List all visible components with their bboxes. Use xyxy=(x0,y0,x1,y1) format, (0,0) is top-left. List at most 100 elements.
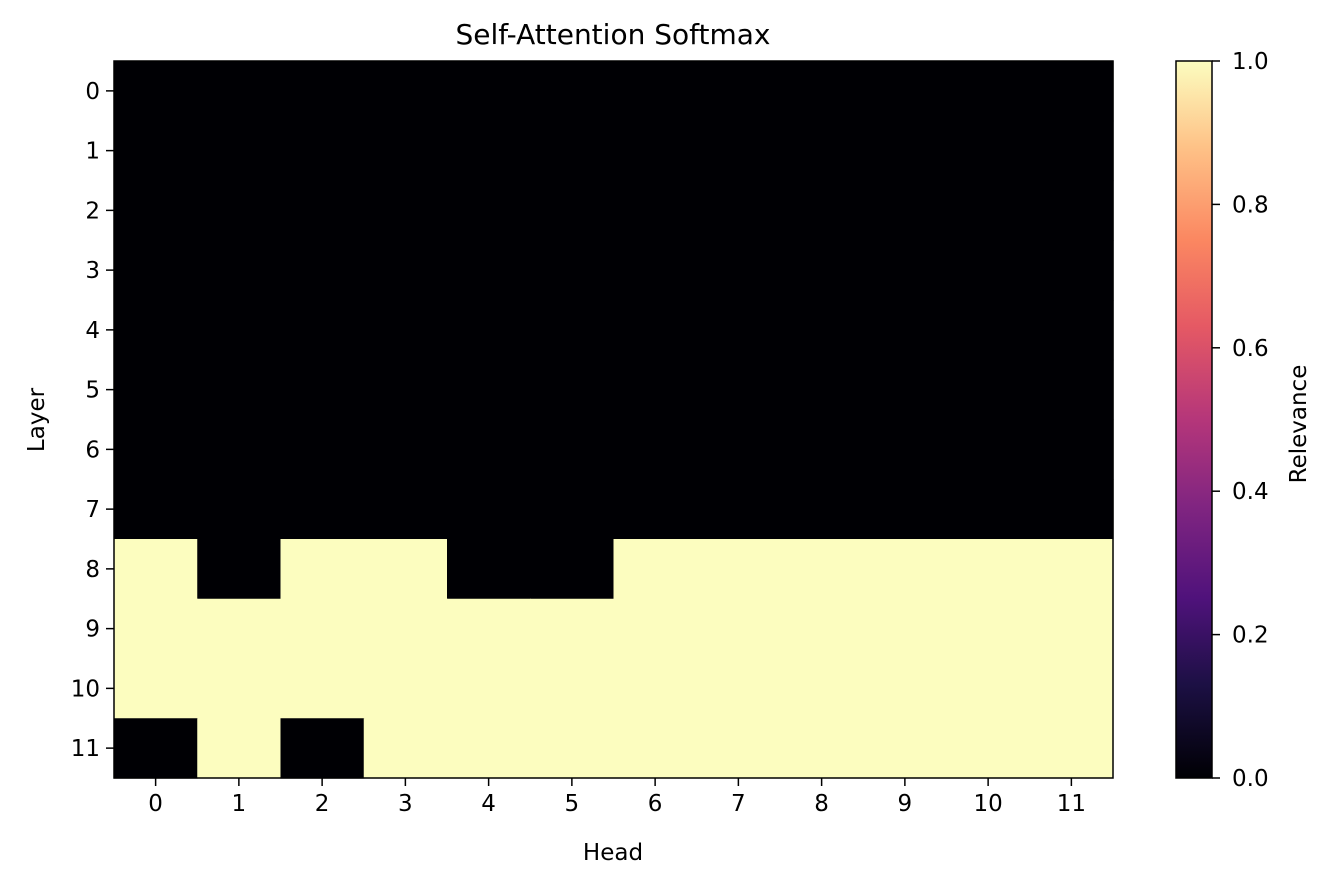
heatmap-cell xyxy=(280,479,365,540)
heatmap-cell xyxy=(1029,180,1114,241)
heatmap-cell xyxy=(613,359,698,421)
heatmap-cell xyxy=(530,658,615,719)
heatmap-cell xyxy=(780,240,864,301)
heatmap-cell xyxy=(863,180,948,241)
heatmap-cell xyxy=(780,120,864,182)
heatmap-cell xyxy=(696,479,781,540)
heatmap-cell xyxy=(780,598,864,660)
colorbar-tick-label: 0.6 xyxy=(1232,336,1269,362)
heatmap-cell xyxy=(114,658,198,719)
heatmap-cell xyxy=(1029,718,1114,779)
heatmap-cell xyxy=(780,359,864,421)
heatmap-cell xyxy=(1029,120,1114,182)
heatmap-cell xyxy=(363,300,448,361)
heatmap-cell xyxy=(447,658,531,719)
heatmap-cell xyxy=(863,240,948,301)
heatmap-cell xyxy=(530,120,615,182)
y-tick-label: 4 xyxy=(85,318,100,344)
heatmap-cell xyxy=(863,419,948,480)
x-tick-label: 2 xyxy=(315,791,330,817)
chart-title: Self-Attention Softmax xyxy=(456,18,771,51)
heatmap-cell xyxy=(447,479,531,540)
heatmap-cell xyxy=(613,180,698,241)
heatmap-cell xyxy=(447,359,531,421)
heatmap-cell xyxy=(114,539,198,600)
heatmap-cell xyxy=(696,180,781,241)
colorbar-tick-label: 0.8 xyxy=(1232,192,1269,218)
heatmap-cell xyxy=(946,419,1031,480)
x-tick-label: 1 xyxy=(232,791,247,817)
heatmap-cell xyxy=(114,479,198,540)
heatmap-cell xyxy=(613,120,698,182)
colorbar xyxy=(1175,60,1213,779)
x-tick-label: 6 xyxy=(648,791,663,817)
heatmap-cell xyxy=(280,120,365,182)
heatmap-cell xyxy=(1029,240,1114,301)
heatmap-cell xyxy=(447,718,531,779)
colorbar-tick-label: 0.4 xyxy=(1232,479,1269,505)
heatmap-cell xyxy=(197,61,282,122)
y-tick-label: 11 xyxy=(71,736,100,762)
y-tick-label: 5 xyxy=(85,378,100,404)
heatmap-cell xyxy=(363,479,448,540)
heatmap-cell xyxy=(197,180,282,241)
heatmap-cell xyxy=(613,419,698,480)
heatmap-cell xyxy=(1029,479,1114,540)
colorbar-label: Relevance xyxy=(1286,365,1312,484)
heatmap-cell xyxy=(696,300,781,361)
heatmap-cell xyxy=(613,240,698,301)
heatmap-cell xyxy=(280,419,365,480)
heatmap-cell xyxy=(197,598,282,660)
heatmap-cell xyxy=(363,180,448,241)
heatmap-cell xyxy=(114,120,198,182)
x-tick-label: 7 xyxy=(731,791,746,817)
heatmap-cell xyxy=(863,479,948,540)
heatmap-cell xyxy=(280,300,365,361)
heatmap-cell xyxy=(696,359,781,421)
heatmap-cell xyxy=(696,240,781,301)
x-tick-label: 0 xyxy=(148,791,163,817)
heatmap-cell xyxy=(114,61,198,122)
x-tick-label: 5 xyxy=(565,791,580,817)
heatmap-cell xyxy=(447,180,531,241)
heatmap-cell xyxy=(447,61,531,122)
heatmap-cell xyxy=(363,539,448,600)
heatmap-cell xyxy=(530,300,615,361)
heatmap-cell xyxy=(280,598,365,660)
heatmap-cell xyxy=(696,598,781,660)
heatmap-cell xyxy=(780,61,864,122)
y-tick-label: 10 xyxy=(71,676,100,702)
heatmap-cell xyxy=(946,240,1031,301)
y-axis-ticks: 0 1 2 3 4 5 6 7 8 9 10 11 xyxy=(71,79,114,762)
heatmap-cell xyxy=(530,180,615,241)
colorbar-ticks: 0.0 0.2 0.4 0.6 0.8 1.0 xyxy=(1212,49,1269,792)
y-tick-label: 1 xyxy=(85,139,100,165)
heatmap-cell xyxy=(946,539,1031,600)
heatmap-cell xyxy=(696,120,781,182)
heatmap-cell xyxy=(696,61,781,122)
heatmap-cell xyxy=(114,598,198,660)
heatmap-cell xyxy=(197,359,282,421)
heatmap-cell xyxy=(530,61,615,122)
x-tick-label: 8 xyxy=(814,791,829,817)
heatmap-cell xyxy=(447,598,531,660)
heatmap-cell xyxy=(780,539,864,600)
heatmap-cell xyxy=(447,539,531,600)
y-tick-label: 6 xyxy=(85,437,100,463)
heatmap-cell xyxy=(1029,359,1114,421)
heatmap-cell xyxy=(114,300,198,361)
heatmap-cell xyxy=(1029,539,1114,600)
heatmap-cell xyxy=(197,300,282,361)
heatmap-cell xyxy=(363,419,448,480)
heatmap-cell xyxy=(696,658,781,719)
heatmap-cell xyxy=(780,180,864,241)
heatmap-cell xyxy=(197,240,282,301)
heatmap-cell xyxy=(530,479,615,540)
heatmap-cell xyxy=(780,419,864,480)
heatmap-cell xyxy=(946,479,1031,540)
heatmap-cell xyxy=(447,300,531,361)
heatmap-cell xyxy=(780,300,864,361)
heatmap-cell xyxy=(613,658,698,719)
heatmap-cell xyxy=(863,539,948,600)
